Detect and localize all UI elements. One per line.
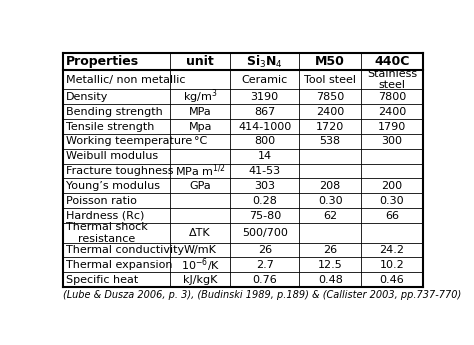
Text: (Lube & Dusza 2006, p. 3), (Budinski 1989, p.189) & (Callister 2003, pp.737-770): (Lube & Dusza 2006, p. 3), (Budinski 198…: [63, 290, 461, 300]
Text: Tensile strength: Tensile strength: [66, 121, 154, 131]
Text: 12.5: 12.5: [318, 260, 343, 270]
Text: 41-53: 41-53: [249, 166, 281, 176]
Text: 0.48: 0.48: [318, 275, 343, 285]
Text: Specific heat: Specific heat: [66, 275, 138, 285]
Text: unit: unit: [186, 55, 214, 68]
Text: 300: 300: [382, 136, 402, 146]
Text: Fracture toughness: Fracture toughness: [66, 166, 173, 176]
Text: Working teemperature: Working teemperature: [66, 136, 192, 146]
Text: Thermal expansion: Thermal expansion: [66, 260, 173, 270]
Text: Stainless
steel: Stainless steel: [367, 69, 417, 90]
Text: 26: 26: [258, 245, 272, 255]
Text: °C: °C: [193, 136, 207, 146]
Text: 3190: 3190: [251, 92, 279, 102]
Text: kJ/kgK: kJ/kgK: [183, 275, 218, 285]
Text: kg/m$^3$: kg/m$^3$: [183, 88, 218, 106]
Text: 440C: 440C: [374, 55, 410, 68]
Text: Poisson ratio: Poisson ratio: [66, 196, 137, 206]
Text: Density: Density: [66, 92, 108, 102]
Text: 800: 800: [254, 136, 275, 146]
Text: 7800: 7800: [378, 92, 406, 102]
Text: 26: 26: [323, 245, 337, 255]
Text: Young’s modulus: Young’s modulus: [66, 181, 160, 191]
Text: 7850: 7850: [316, 92, 344, 102]
Text: Hardness (Rc): Hardness (Rc): [66, 210, 144, 220]
Text: Ceramic: Ceramic: [242, 75, 288, 85]
Text: MPa m$^{1/2}$: MPa m$^{1/2}$: [174, 163, 226, 179]
Text: 62: 62: [323, 210, 337, 220]
Text: 2.7: 2.7: [256, 260, 273, 270]
Text: 1720: 1720: [316, 121, 344, 131]
Text: 200: 200: [382, 181, 402, 191]
Text: Tool steel: Tool steel: [304, 75, 356, 85]
Text: Bending strength: Bending strength: [66, 107, 163, 117]
Text: Thermal conductivity: Thermal conductivity: [66, 245, 184, 255]
Text: Properties: Properties: [66, 55, 139, 68]
Text: Thermal shock
resistance: Thermal shock resistance: [66, 222, 147, 244]
Text: 208: 208: [319, 181, 341, 191]
Text: GPa: GPa: [189, 181, 211, 191]
Text: Weibull modulus: Weibull modulus: [66, 151, 158, 161]
Text: 538: 538: [319, 136, 341, 146]
Text: 10$^{-6}$/K: 10$^{-6}$/K: [181, 256, 220, 274]
Text: Metallic/ non metallic: Metallic/ non metallic: [66, 75, 185, 85]
Text: 75-80: 75-80: [249, 210, 281, 220]
Text: 24.2: 24.2: [380, 245, 404, 255]
Text: 14: 14: [258, 151, 272, 161]
Text: 1790: 1790: [378, 121, 406, 131]
Text: 0.28: 0.28: [252, 196, 277, 206]
Text: 500/700: 500/700: [242, 228, 288, 238]
Text: 0.76: 0.76: [252, 275, 277, 285]
Text: Si$_3$N$_4$: Si$_3$N$_4$: [246, 53, 283, 70]
Text: M50: M50: [315, 55, 345, 68]
Text: 10.2: 10.2: [380, 260, 404, 270]
Text: 0.46: 0.46: [380, 275, 404, 285]
Text: ΔTK: ΔTK: [190, 228, 211, 238]
Text: 2400: 2400: [316, 107, 344, 117]
Text: 66: 66: [385, 210, 399, 220]
Text: W/mK: W/mK: [184, 245, 217, 255]
Text: 0.30: 0.30: [318, 196, 343, 206]
Text: 0.30: 0.30: [380, 196, 404, 206]
Text: 2400: 2400: [378, 107, 406, 117]
Text: 303: 303: [254, 181, 275, 191]
Text: 867: 867: [254, 107, 275, 117]
Text: MPa: MPa: [189, 107, 211, 117]
Text: Mpa: Mpa: [189, 121, 212, 131]
Text: 414-1000: 414-1000: [238, 121, 292, 131]
